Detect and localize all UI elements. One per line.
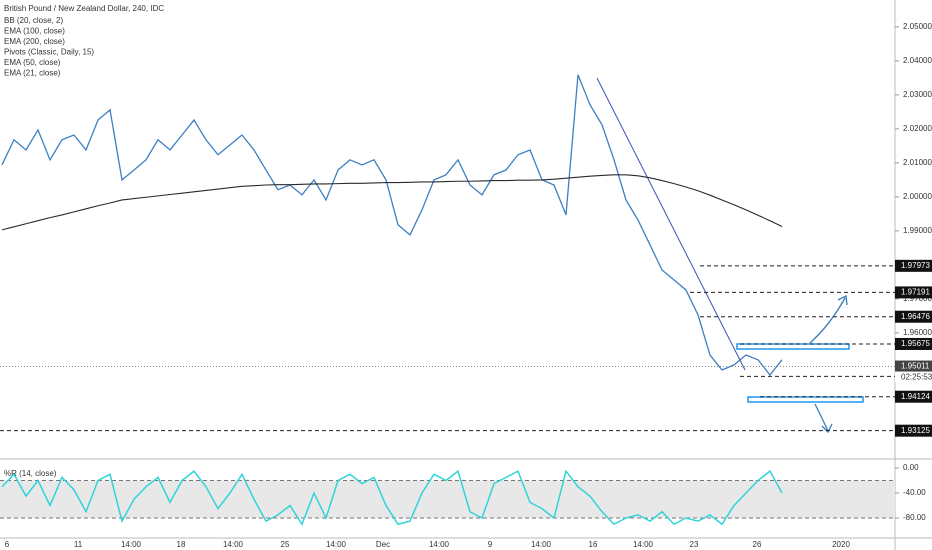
arrow-down (814, 403, 829, 432)
x-tick-label: 16 (589, 540, 598, 549)
indicator-label: EMA (50, close) (4, 58, 61, 67)
y-tick-label: 1.96000 (903, 328, 932, 337)
y-tick-label: 2.04000 (903, 56, 932, 65)
x-tick-label: 14:00 (223, 540, 244, 549)
price-line (1, 74, 783, 377)
trend-line (596, 77, 746, 371)
x-tick-label: 25 (281, 540, 290, 549)
x-tick-label: 18 (177, 540, 186, 549)
arrow-up (809, 297, 846, 344)
x-tick-label: 9 (488, 540, 493, 549)
x-tick-label: 14:00 (121, 540, 142, 549)
y-tick-label: 2.01000 (903, 158, 932, 167)
y-tick-label: -80.00 (903, 513, 926, 522)
price-label-box (895, 360, 932, 373)
x-tick-label: 6 (5, 540, 10, 549)
oscillator-line (1, 469, 783, 526)
price-label-box (895, 424, 932, 437)
arrow-head (837, 295, 848, 306)
y-tick-label: 2.05000 (903, 22, 932, 31)
countdown-box (895, 371, 932, 383)
price-label-box (895, 286, 932, 299)
price-label: 1.97191 (901, 288, 930, 297)
y-tick-label: -40.00 (903, 488, 926, 497)
x-tick-label: 14:00 (531, 540, 552, 549)
indicator-label: BB (20, close, 2) (4, 16, 63, 25)
x-tick-label: 11 (74, 540, 83, 549)
price-label: 1.96476 (901, 312, 930, 321)
price-label: 1.94124 (901, 392, 930, 401)
x-tick-label: 14:00 (429, 540, 450, 549)
y-tick-label: 1.99000 (903, 226, 932, 235)
y-tick-label: 1.97000 (903, 294, 932, 303)
x-tick-label: 14:00 (633, 540, 654, 549)
band-fill (0, 480, 895, 518)
current-price-label: 1.95011 (901, 362, 930, 371)
y-tick-label: 2.00000 (903, 192, 932, 201)
x-tick-label: 2020 (832, 540, 850, 549)
price-label-box (895, 390, 932, 403)
countdown: 02:25:53 (901, 373, 932, 382)
price-label-box (895, 337, 932, 350)
y-tick-label: 2.03000 (903, 90, 932, 99)
price-line (1, 174, 783, 231)
price-label: 1.93125 (901, 426, 930, 435)
price-label: 1.95675 (901, 339, 930, 348)
indicator-label: EMA (21, close) (4, 69, 61, 78)
x-tick-label: 26 (753, 540, 762, 549)
x-tick-label: 14:00 (326, 540, 347, 549)
chart-title: British Pound / New Zealand Dollar, 240,… (4, 4, 164, 13)
price-label-box (895, 259, 932, 272)
price-label: 1.97973 (901, 261, 930, 270)
x-tick-label: 23 (690, 540, 699, 549)
indicator-label: Pivots (Classic, Daily, 15) (4, 48, 94, 57)
indicator-label: EMA (200, close) (4, 37, 65, 46)
indicator-label: EMA (100, close) (4, 27, 65, 36)
price-label-box (895, 310, 932, 323)
x-tick-label: Dec (376, 540, 390, 549)
oscillator-label: %R (14, close) (4, 469, 57, 478)
arrow-head (821, 423, 833, 434)
y-tick-label: 2.02000 (903, 124, 932, 133)
y-tick-label: 0.00 (903, 463, 919, 472)
